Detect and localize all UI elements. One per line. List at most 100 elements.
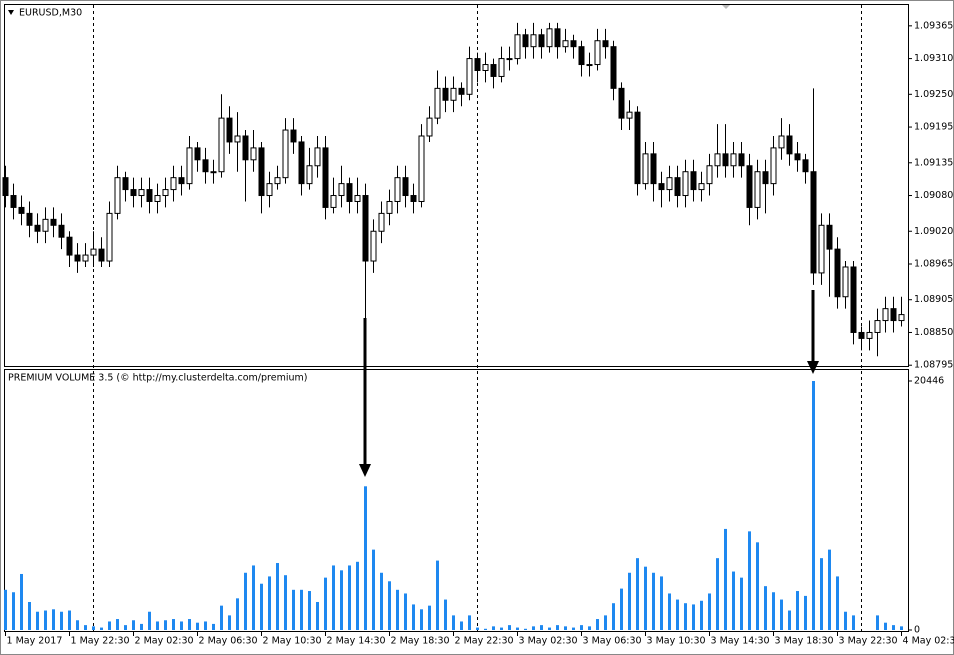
candle-body: [298, 141, 305, 185]
candle-body: [338, 183, 345, 197]
candle-body: [818, 224, 825, 274]
candle-body: [842, 266, 849, 298]
volume-bar: [412, 604, 415, 630]
candle-body: [626, 111, 633, 119]
volume-bar: [60, 611, 63, 630]
volume-bar: [252, 565, 255, 630]
volume-bar: [780, 599, 783, 630]
candle-body: [410, 195, 417, 202]
candle-body: [10, 195, 17, 208]
candle-body: [290, 129, 297, 143]
candle-body: [34, 224, 41, 232]
volume-bar: [900, 626, 903, 630]
candle-body: [770, 147, 777, 185]
candle-body: [394, 177, 401, 202]
x-tick-label: 3 May 14:30: [711, 636, 770, 647]
candle-body: [474, 58, 481, 71]
volume-bar: [812, 381, 815, 630]
volume-bar: [692, 604, 695, 630]
candle-body: [242, 135, 249, 161]
volume-bar: [572, 627, 575, 630]
y-tick-label: 1.09080: [914, 190, 953, 201]
volume-bar: [636, 558, 639, 630]
candle-body: [106, 212, 113, 262]
candle-body: [386, 200, 393, 214]
x-tick-label: 3 May 02:30: [519, 636, 578, 647]
volume-bar: [108, 621, 111, 630]
candle-body: [42, 218, 49, 232]
volume-bar: [12, 592, 15, 630]
volume-bar: [644, 566, 647, 630]
y-tick-label: 1.08795: [914, 360, 953, 371]
candle-body: [794, 153, 801, 161]
volume-bar: [116, 619, 119, 630]
volume-bar: [836, 576, 839, 630]
volume-bar: [772, 592, 775, 630]
candle-body: [778, 135, 785, 149]
candle-body: [466, 58, 473, 95]
indicator-title: PREMIUM VOLUME 3.5 (© http://my.clusterd…: [8, 373, 307, 384]
candle-body: [658, 183, 665, 191]
candle-body: [762, 171, 769, 185]
menu-triangle: [8, 10, 14, 15]
candle-body: [2, 177, 9, 197]
volume-bar: [604, 615, 607, 630]
volume-bar: [212, 623, 215, 630]
chart-title: EURUSD,M30: [19, 8, 82, 19]
candle-body: [522, 34, 529, 48]
shift-marker: [722, 5, 730, 9]
x-tick-label: 2 May 22:30: [455, 636, 514, 647]
volume-bar: [596, 619, 599, 630]
candle-body: [194, 147, 201, 161]
candle-body: [506, 58, 513, 61]
volume-bar: [724, 528, 727, 630]
volume-bar: [332, 565, 335, 630]
candle-body: [706, 165, 713, 185]
candle-body: [282, 129, 289, 179]
candle-body: [482, 64, 489, 71]
candle-body: [258, 147, 265, 197]
volume-bar: [204, 621, 207, 630]
candle-body: [266, 183, 273, 197]
candle-body: [18, 206, 25, 214]
volume-bar: [716, 558, 719, 630]
volume-bar: [100, 627, 103, 630]
candle-body: [154, 195, 161, 202]
volume-bar: [196, 622, 199, 630]
volume-bar: [556, 625, 559, 630]
candle-body: [738, 153, 745, 167]
volume-bar: [68, 610, 71, 630]
candle-body: [162, 189, 169, 197]
candle-body: [690, 171, 697, 191]
volume-bar: [364, 486, 367, 630]
volume-panel: [4, 369, 909, 632]
candle-body: [362, 195, 369, 262]
candle-body: [890, 308, 897, 322]
volume-bar: [308, 591, 311, 630]
volume-bar: [44, 610, 47, 630]
volume-bar: [500, 627, 503, 630]
volume-bar: [628, 572, 631, 630]
volume-bar: [508, 625, 511, 630]
candle-body: [210, 171, 217, 174]
candle-body: [378, 212, 385, 232]
candle-body: [130, 189, 137, 197]
candle-body: [218, 117, 225, 173]
candle-body: [850, 266, 857, 333]
candle-body: [170, 177, 177, 191]
volume-bar: [516, 627, 519, 630]
candle-body: [730, 153, 737, 167]
candle-body: [234, 135, 241, 143]
x-tick-label: 2 May 18:30: [391, 636, 450, 647]
volume-bar: [20, 573, 23, 630]
volume-bar: [284, 575, 287, 630]
volume-bar: [740, 577, 743, 630]
volume-bar: [164, 620, 167, 630]
volume-bar: [124, 625, 127, 630]
candle-body: [50, 218, 57, 226]
y-tick-label: 1.08965: [914, 258, 953, 269]
x-tick-label: 4 May 02:30: [903, 636, 954, 647]
candle-body: [754, 171, 761, 208]
x-tick-label: 2 May 10:30: [263, 636, 322, 647]
volume-bar: [268, 576, 271, 630]
